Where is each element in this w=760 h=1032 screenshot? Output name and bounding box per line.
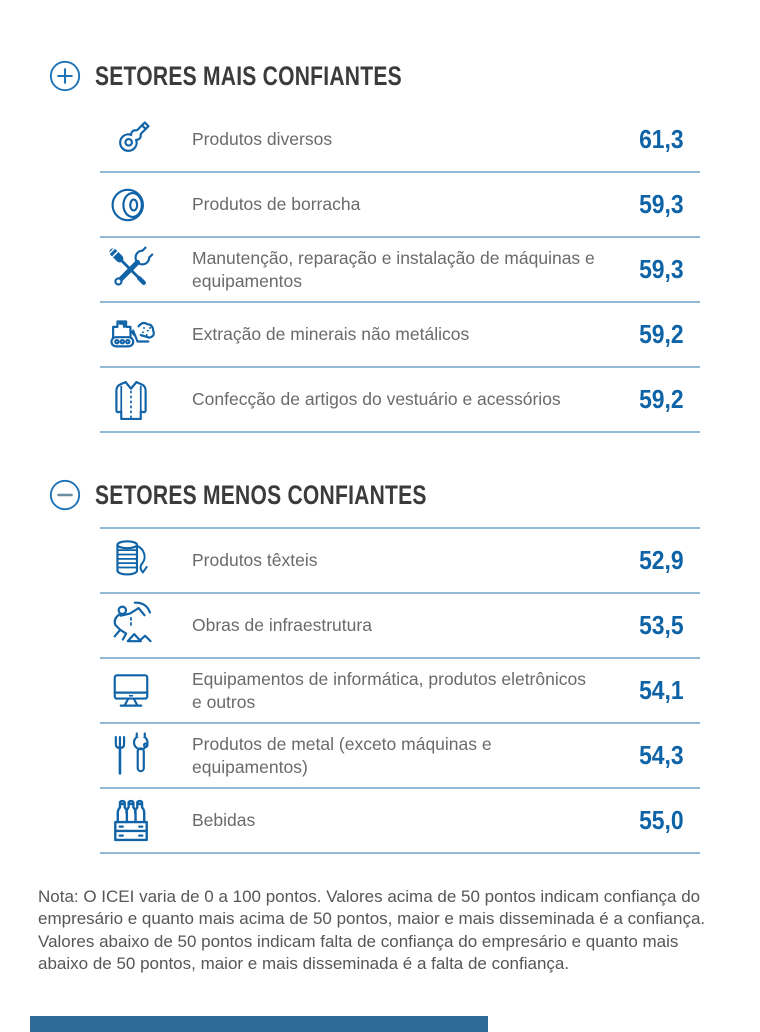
sector-value: 59,3 — [639, 189, 684, 219]
section-header-mais: SETORES MAIS CONFIANTES — [48, 58, 760, 94]
sector-row: Obras de infraestrutura 53,5 — [100, 594, 700, 659]
sector-value: 61,3 — [639, 124, 684, 154]
sector-value: 59,2 — [639, 384, 684, 414]
sector-value: 52,9 — [639, 545, 684, 575]
sector-row: Bebidas 55,0 — [100, 789, 700, 854]
sector-label: Bebidas — [192, 810, 256, 831]
fork-wrench-icon — [100, 729, 192, 782]
tire-icon — [100, 179, 192, 231]
sector-label: Equipamentos de informática, produtos el… — [192, 669, 586, 712]
sector-list-mais: Produtos diversos 61,3 Produtos de borra… — [100, 108, 700, 433]
sector-value: 59,3 — [639, 254, 684, 284]
sector-label: Produtos diversos — [192, 129, 333, 150]
sector-label: Confecção de artigos do vestuário e aces… — [192, 389, 561, 410]
sector-label: Produtos têxteis — [192, 550, 318, 571]
shirt-icon — [100, 374, 192, 426]
sector-row: Extração de minerais não metálicos 59,2 — [100, 303, 700, 368]
sector-row: Manutenção, reparação e instalação de má… — [100, 238, 700, 303]
sector-label: Manutenção, reparação e instalação de má… — [192, 248, 595, 291]
plus-circle-icon — [48, 59, 82, 93]
crossed-tools-icon — [100, 244, 192, 296]
sector-row: Confecção de artigos do vestuário e aces… — [100, 368, 700, 433]
wheel-loader-icon — [100, 309, 192, 361]
sector-row: Produtos de metal (exceto máquinas e equ… — [100, 724, 700, 789]
sector-label: Produtos de metal (exceto máquinas e equ… — [192, 734, 492, 777]
guitar-icon — [100, 114, 192, 166]
sector-label: Extração de minerais não metálicos — [192, 324, 470, 345]
footnote-text: Nota: O ICEI varia de 0 a 100 pontos. Va… — [38, 887, 706, 974]
sector-label: Produtos de borracha — [192, 194, 361, 215]
sector-row: Produtos têxteis 52,9 — [100, 529, 700, 594]
sector-row: Produtos de borracha 59,3 — [100, 173, 700, 238]
sector-list-menos: Produtos têxteis 52,9 Obras de infraestr… — [100, 527, 700, 854]
sector-value: 54,1 — [639, 675, 684, 705]
section-title: SETORES MENOS CONFIANTES — [95, 479, 427, 510]
footer-bar — [30, 1016, 488, 1032]
worker-pickaxe-icon — [100, 600, 192, 652]
sector-row: Equipamentos de informática, produtos el… — [100, 659, 700, 724]
sector-value: 53,5 — [639, 610, 684, 640]
monitor-icon — [100, 665, 192, 717]
sector-value: 59,2 — [639, 319, 684, 349]
bottle-crate-icon — [100, 795, 192, 847]
sector-label: Obras de infraestrutura — [192, 615, 372, 636]
minus-circle-icon — [48, 478, 82, 512]
thread-spool-icon — [100, 535, 192, 587]
section-title: SETORES MAIS CONFIANTES — [95, 60, 402, 91]
sector-value: 54,3 — [639, 740, 684, 770]
section-header-menos: SETORES MENOS CONFIANTES — [48, 477, 760, 513]
sector-value: 55,0 — [639, 805, 684, 835]
sector-row: Produtos diversos 61,3 — [100, 108, 700, 173]
